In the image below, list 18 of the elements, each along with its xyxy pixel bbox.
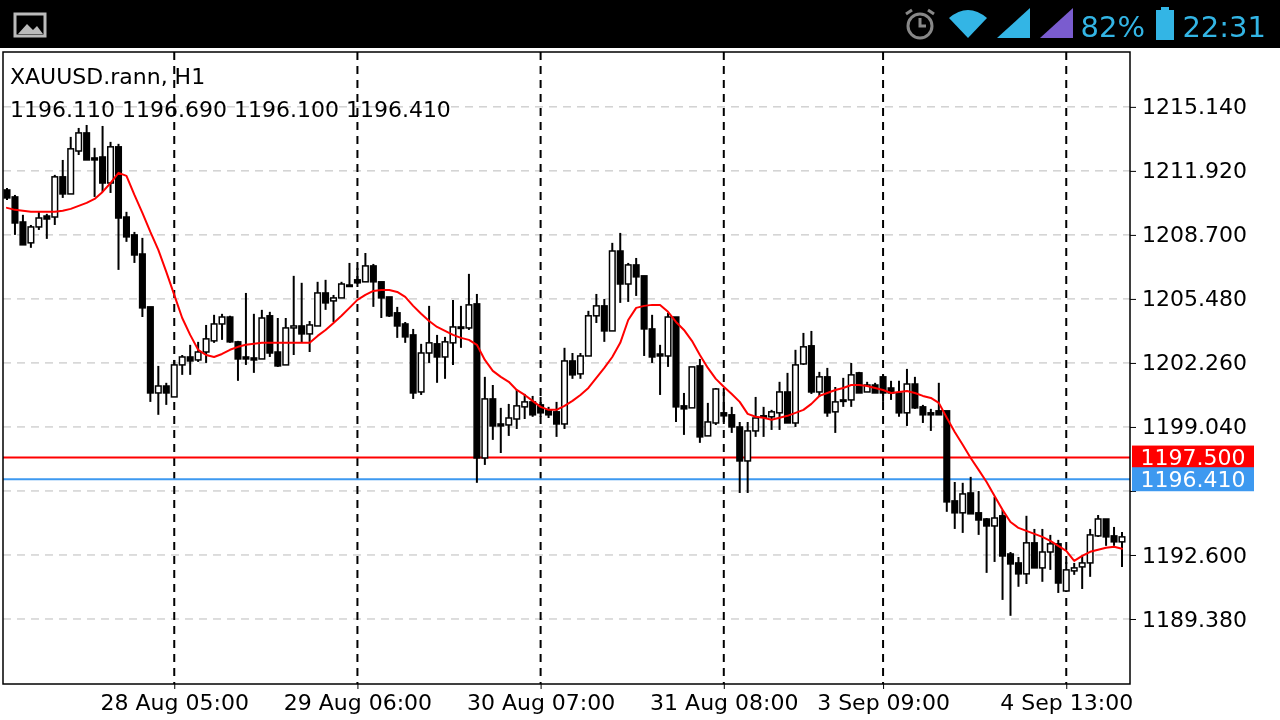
- x-tick-label: 29 Aug 06:00: [283, 689, 433, 715]
- x-tick-label: 28 Aug 05:00: [100, 689, 249, 715]
- text: 1196.110 1196.690 1196.100 1196.410: [10, 97, 451, 122]
- x-tick-label: 3 Sep 09:00: [817, 689, 950, 715]
- x-tick-label: 31 Aug 08:00: [650, 689, 799, 715]
- y-tick-label: 1211.920: [1142, 158, 1247, 184]
- y-tick-label: 1192.600: [1142, 542, 1247, 568]
- text: 82%: [1080, 10, 1145, 44]
- x-tick-label: 30 Aug 07:00: [466, 689, 616, 715]
- y-tick-label: 1205.480: [1142, 286, 1247, 312]
- y-tick-label: 1202.260: [1142, 350, 1247, 376]
- y-tick-label: 1199.040: [1142, 414, 1247, 440]
- y-tick-label: 1215.140: [1142, 94, 1247, 120]
- y-tick-label: 1208.700: [1142, 222, 1247, 248]
- y-tick-label: 1189.380: [1142, 606, 1247, 632]
- text: XAUUSD.rann, H1: [10, 64, 206, 89]
- x-tick-label: 4 Sep 13:00: [1000, 689, 1134, 715]
- text: 22:31: [1182, 10, 1266, 44]
